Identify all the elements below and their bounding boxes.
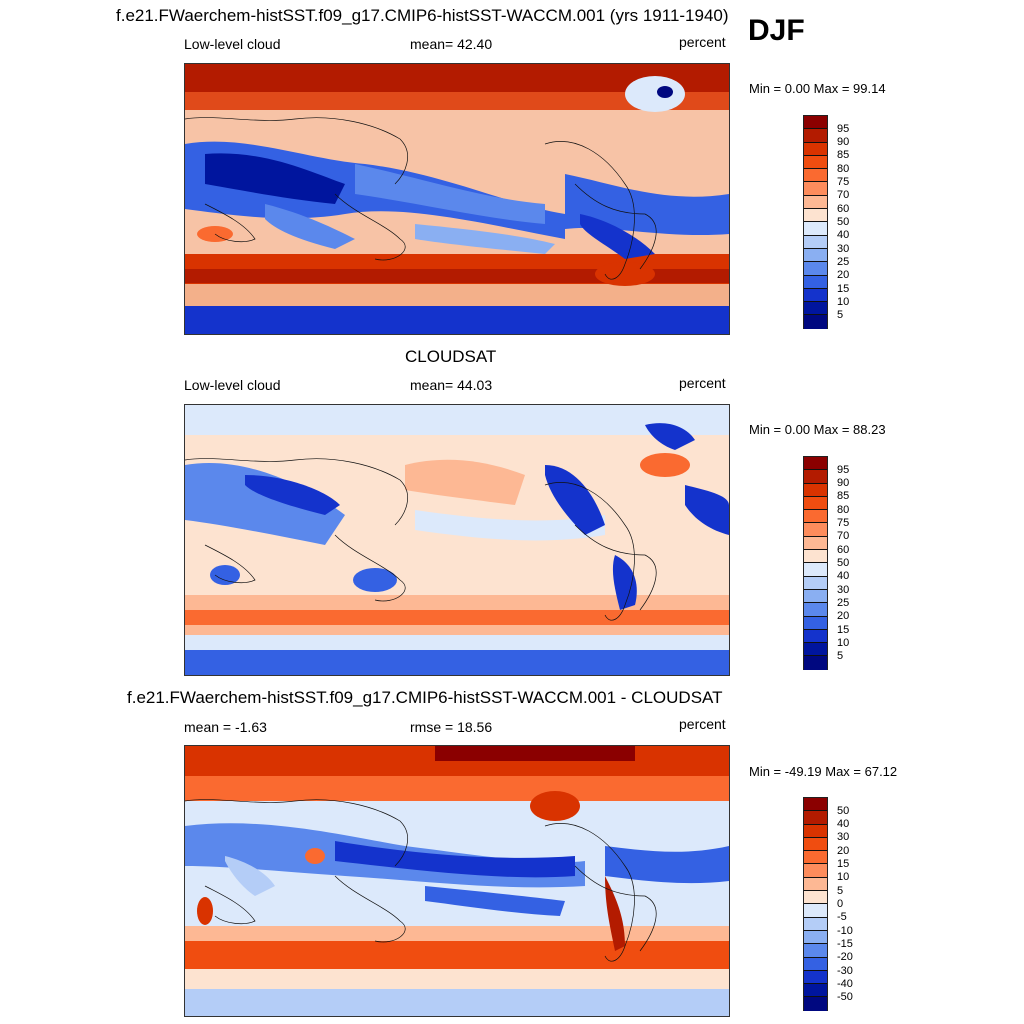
panel-1-units: percent [679, 34, 726, 50]
colorbar-tick: -40 [837, 978, 853, 990]
panel-3-title: f.e21.FWaerchem-histSST.f09_g17.CMIP6-hi… [127, 688, 723, 707]
colorbar-tick: 50 [837, 805, 850, 817]
panel-1-colorbar [803, 115, 828, 329]
colorbar-tick: 10 [837, 637, 850, 649]
colorbar-tick: -30 [837, 965, 853, 977]
colorbar-tick: -20 [837, 951, 853, 963]
panel-3-mean: mean = -1.63 [184, 719, 267, 735]
panel-2-minmax: Min = 0.00 Max = 88.23 [749, 422, 886, 437]
colorbar-tick: 80 [837, 163, 850, 175]
colorbar-tick: 20 [837, 845, 850, 857]
colorbar-tick: 15 [837, 283, 850, 295]
colorbar-tick: -10 [837, 925, 853, 937]
colorbar-tick: 40 [837, 818, 850, 830]
colorbar-tick: 95 [837, 464, 850, 476]
colorbar-tick: 40 [837, 229, 850, 241]
colorbar-tick: 75 [837, 176, 850, 188]
panel-1-variable: Low-level cloud [184, 36, 281, 52]
colorbar-tick: 25 [837, 597, 850, 609]
colorbar-tick: 0 [837, 898, 844, 910]
panel-3-colorbar [803, 797, 828, 1011]
colorbar-tick: 90 [837, 136, 850, 148]
colorbar-tick: 5 [837, 885, 844, 897]
colorbar-tick: 80 [837, 504, 850, 516]
panel-1-mean: mean= 42.40 [410, 36, 493, 52]
season-label: DJF [748, 14, 805, 47]
colorbar-tick: 15 [837, 624, 850, 636]
panel-2-map [184, 404, 730, 676]
colorbar-tick: 85 [837, 149, 850, 161]
colorbar-tick: 60 [837, 203, 850, 215]
colorbar-tick: -5 [837, 911, 847, 923]
colorbar-tick: 30 [837, 243, 850, 255]
panel-1-map [184, 63, 730, 335]
panel-3-units: percent [679, 716, 726, 732]
colorbar-tick: 95 [837, 123, 850, 135]
panel-1-title: f.e21.FWaerchem-histSST.f09_g17.CMIP6-hi… [116, 6, 729, 25]
colorbar-tick: 5 [837, 650, 844, 662]
colorbar-tick: 15 [837, 858, 850, 870]
colorbar-tick: 85 [837, 490, 850, 502]
colorbar-tick: 20 [837, 269, 850, 281]
panel-3-rmse: rmse = 18.56 [410, 719, 493, 735]
colorbar-tick: 50 [837, 557, 850, 569]
colorbar-tick: 5 [837, 309, 844, 321]
colorbar-tick: 10 [837, 871, 850, 883]
colorbar-tick: 30 [837, 584, 850, 596]
colorbar-tick: 70 [837, 530, 850, 542]
colorbar-tick: -50 [837, 991, 853, 1003]
panel-2-colorbar [803, 456, 828, 670]
colorbar-tick: 75 [837, 517, 850, 529]
panel-3-map [184, 745, 730, 1017]
panel-2-mean: mean= 44.03 [410, 377, 493, 393]
colorbar-tick: 70 [837, 189, 850, 201]
panel-1-minmax: Min = 0.00 Max = 99.14 [749, 81, 886, 96]
panel-2-title: CLOUDSAT [405, 347, 497, 366]
colorbar-tick: 90 [837, 477, 850, 489]
colorbar-tick: 50 [837, 216, 850, 228]
panel-2-variable: Low-level cloud [184, 377, 281, 393]
colorbar-tick: 10 [837, 296, 850, 308]
colorbar-tick: 30 [837, 831, 850, 843]
colorbar-tick: 20 [837, 610, 850, 622]
panel-2-units: percent [679, 375, 726, 391]
colorbar-tick: -15 [837, 938, 853, 950]
panel-3-minmax: Min = -49.19 Max = 67.12 [749, 764, 898, 779]
colorbar-tick: 25 [837, 256, 850, 268]
colorbar-tick: 40 [837, 570, 850, 582]
colorbar-tick: 60 [837, 544, 850, 556]
